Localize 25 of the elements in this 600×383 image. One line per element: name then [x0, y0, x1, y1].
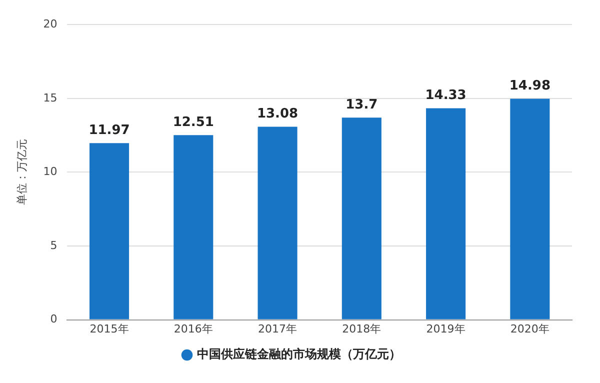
x-tick-label: 2017年 — [258, 322, 298, 336]
data-label: 14.98 — [509, 78, 550, 94]
bar — [426, 108, 466, 320]
x-tick-label: 2020年 — [510, 322, 550, 336]
bar — [510, 98, 550, 320]
x-tick-label: 2018年 — [342, 322, 382, 336]
data-label: 12.51 — [172, 115, 214, 130]
bar — [258, 126, 298, 320]
bar — [342, 118, 382, 320]
y-tick-label: 15 — [43, 91, 58, 104]
bar — [89, 143, 130, 320]
y-tick-label: 10 — [43, 165, 58, 178]
x-tick-label: 2019年 — [426, 322, 466, 336]
data-label: 11.97 — [88, 123, 130, 138]
data-label: 13.7 — [346, 97, 378, 112]
bar — [174, 135, 214, 320]
x-tick-label: 2015年 — [90, 322, 129, 336]
y-tick-label: 5 — [50, 238, 58, 252]
x-tick-label: 2016年 — [174, 322, 213, 336]
y-tick-label: 20 — [43, 17, 58, 30]
legend-label: 中国供应链金融的市场规模（万亿元） — [197, 347, 401, 362]
data-label: 14.33 — [425, 88, 466, 104]
data-label: 13.08 — [256, 106, 298, 122]
y-axis-title: 单位：万亿元 — [15, 139, 28, 206]
y-tick-label: 0 — [50, 312, 58, 326]
